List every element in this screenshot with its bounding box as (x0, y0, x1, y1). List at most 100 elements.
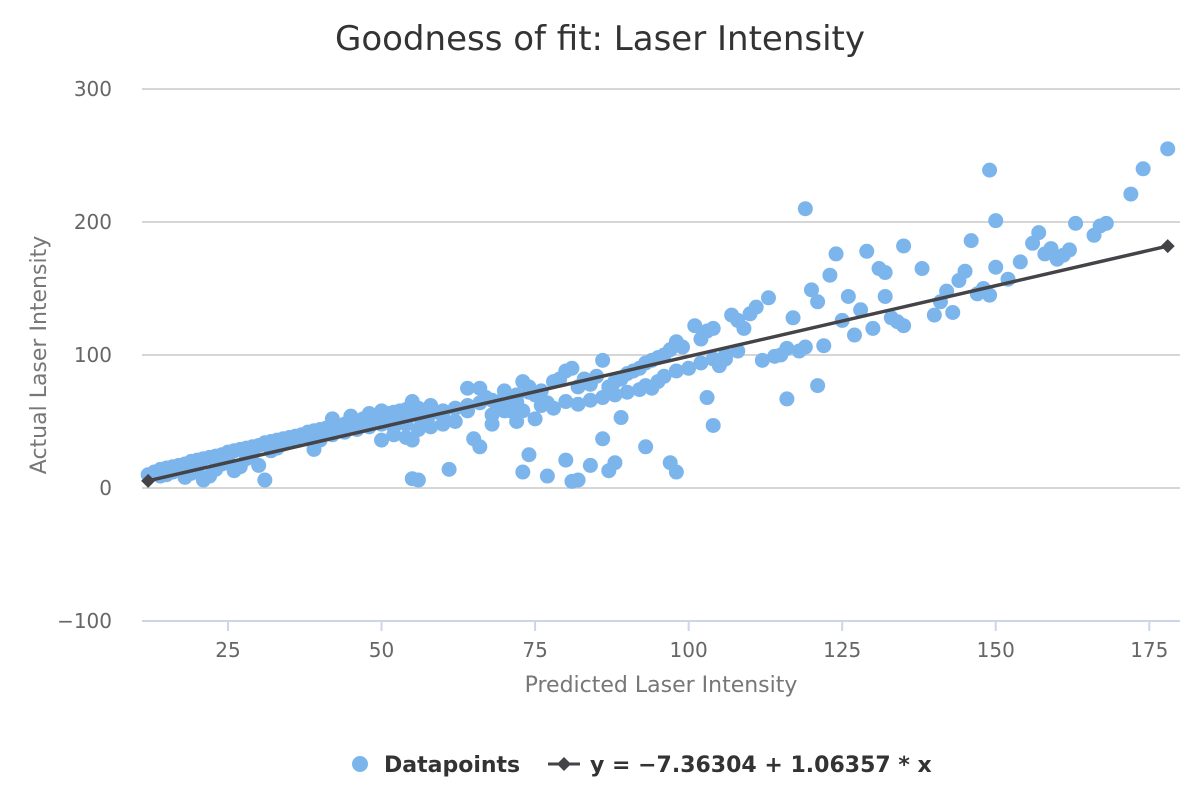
datapoint[interactable] (1123, 186, 1139, 202)
datapoint[interactable] (288, 432, 304, 448)
datapoint[interactable] (447, 414, 463, 429)
datapoint[interactable] (460, 380, 476, 396)
datapoint[interactable] (797, 339, 813, 355)
datapoint[interactable] (828, 246, 844, 262)
datapoint[interactable] (785, 310, 801, 326)
datapoint[interactable] (896, 318, 912, 334)
datapoint[interactable] (251, 457, 267, 473)
datapoint[interactable] (687, 318, 703, 334)
datapoint[interactable] (803, 282, 819, 298)
datapoint[interactable] (914, 261, 930, 277)
datapoint[interactable] (656, 368, 672, 384)
datapoint[interactable] (865, 320, 881, 336)
datapoint[interactable] (1098, 215, 1114, 231)
datapoint[interactable] (810, 378, 826, 394)
datapoint[interactable] (859, 243, 875, 259)
datapoint[interactable] (846, 327, 862, 343)
datapoint[interactable] (760, 290, 776, 306)
datapoint[interactable] (539, 468, 555, 484)
datapoint[interactable] (324, 411, 340, 427)
datapoint[interactable] (982, 287, 998, 303)
datapoint[interactable] (705, 320, 721, 336)
datapoint[interactable] (582, 457, 598, 473)
datapoint[interactable] (963, 233, 979, 249)
datapoint[interactable] (374, 432, 390, 448)
datapoint[interactable] (705, 417, 721, 433)
datapoint[interactable] (699, 390, 715, 406)
datapoint[interactable] (896, 238, 912, 254)
datapoint[interactable] (435, 416, 451, 432)
datapoint[interactable] (300, 429, 316, 445)
datapoint[interactable] (877, 265, 893, 281)
datapoint[interactable] (521, 447, 537, 463)
datapoint[interactable] (546, 400, 562, 416)
datapoint[interactable] (595, 352, 611, 368)
datapoint[interactable] (681, 360, 697, 376)
legend-item-fit-line[interactable]: y = −7.36304 + 1.06357 * x (548, 753, 932, 778)
datapoint[interactable] (693, 355, 709, 371)
datapoint[interactable] (527, 411, 543, 427)
datapoint[interactable] (484, 407, 500, 423)
datapoint[interactable] (822, 267, 838, 283)
datapoint[interactable] (945, 304, 961, 320)
datapoint[interactable] (472, 439, 488, 455)
datapoint[interactable] (1160, 141, 1176, 157)
fit-line[interactable] (147, 244, 1169, 483)
datapoint[interactable] (1135, 161, 1151, 177)
datapoint[interactable] (558, 394, 574, 410)
datapoint[interactable] (840, 288, 856, 304)
datapoint[interactable] (257, 472, 273, 488)
datapoint[interactable] (570, 472, 586, 488)
datapoint[interactable] (613, 410, 629, 426)
datapoint[interactable] (410, 472, 426, 488)
datapoint[interactable] (607, 387, 623, 403)
datapoint[interactable] (779, 340, 795, 356)
datapoint[interactable] (582, 392, 598, 408)
datapoint[interactable] (515, 464, 531, 480)
datapoint[interactable] (674, 339, 690, 355)
datapoint[interactable] (570, 396, 586, 412)
datapoint[interactable] (619, 384, 635, 400)
datapoint[interactable] (877, 288, 893, 304)
datapoint[interactable] (1031, 225, 1047, 241)
datapoint[interactable] (558, 452, 574, 468)
datapoint[interactable] (595, 431, 611, 447)
datapoint[interactable] (515, 403, 531, 419)
datapoint[interactable] (496, 383, 512, 399)
datapoint[interactable] (564, 360, 580, 376)
datapoint[interactable] (754, 352, 770, 368)
datapoint[interactable] (1061, 242, 1077, 258)
datapoint[interactable] (810, 294, 826, 310)
datapoint[interactable] (736, 320, 752, 336)
datapoint[interactable] (496, 403, 512, 419)
datapoint[interactable] (361, 406, 377, 422)
datapoint[interactable] (410, 421, 426, 437)
datapoints-series[interactable] (140, 141, 1176, 489)
datapoint[interactable] (533, 398, 549, 414)
datapoint[interactable] (638, 439, 654, 455)
datapoint[interactable] (441, 461, 457, 477)
datapoint[interactable] (668, 363, 684, 379)
fit-line-series[interactable] (141, 239, 1175, 488)
datapoint[interactable] (1068, 215, 1084, 231)
datapoint[interactable] (374, 403, 390, 419)
datapoint[interactable] (982, 162, 998, 178)
legend-item-datapoints[interactable]: Datapoints (352, 753, 520, 778)
datapoint[interactable] (988, 213, 1004, 229)
datapoint[interactable] (853, 302, 869, 318)
datapoint[interactable] (423, 398, 439, 414)
datapoint[interactable] (957, 263, 973, 279)
datapoint[interactable] (607, 455, 623, 471)
datapoint[interactable] (816, 338, 832, 354)
datapoint[interactable] (926, 307, 942, 323)
datapoint[interactable] (748, 299, 764, 315)
datapoint[interactable] (423, 419, 439, 435)
datapoint[interactable] (717, 351, 733, 367)
datapoint[interactable] (595, 390, 611, 406)
datapoint[interactable] (386, 427, 402, 443)
datapoint[interactable] (1012, 254, 1028, 270)
datapoint[interactable] (797, 201, 813, 217)
datapoint[interactable] (988, 259, 1004, 275)
datapoint[interactable] (668, 464, 684, 480)
datapoint[interactable] (343, 408, 359, 424)
